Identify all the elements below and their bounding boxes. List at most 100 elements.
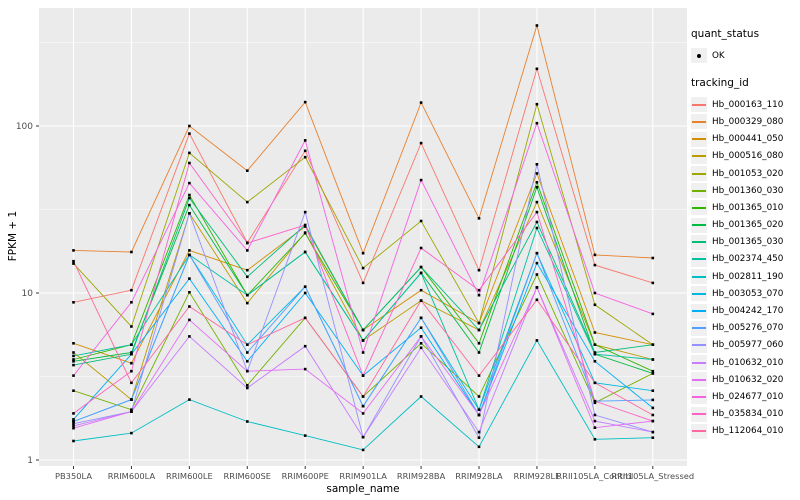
data-point — [188, 212, 191, 215]
data-point — [303, 155, 307, 159]
data-point — [246, 169, 249, 172]
data-point — [477, 445, 481, 449]
data-point — [593, 360, 597, 363]
data-point — [188, 196, 191, 200]
line-key-icon — [691, 97, 707, 113]
line-key-icon — [691, 286, 707, 302]
data-point — [419, 141, 423, 145]
data-point — [651, 389, 655, 392]
legend-item: Hb_024677_010 — [691, 388, 799, 405]
data-point — [535, 67, 539, 71]
data-point — [130, 325, 133, 328]
svg-text:RRIM901LA: RRIM901LA — [339, 471, 387, 481]
line-key-icon — [691, 389, 707, 405]
data-point — [303, 285, 307, 288]
data-point — [477, 413, 481, 417]
line-key-icon — [691, 355, 707, 371]
data-point — [246, 301, 249, 305]
legend-item-label: Hb_005276_070 — [712, 323, 784, 334]
data-point — [419, 395, 423, 398]
data-point — [188, 203, 191, 207]
data-point — [535, 261, 539, 265]
data-point — [130, 343, 133, 346]
data-point — [72, 342, 75, 345]
data-point — [419, 246, 423, 250]
line-key-icon — [691, 114, 707, 130]
data-point — [477, 217, 481, 220]
data-point — [130, 351, 133, 354]
data-point — [303, 210, 307, 214]
data-point — [130, 301, 133, 304]
data-point — [361, 266, 365, 270]
data-point — [651, 413, 655, 417]
data-point — [72, 412, 75, 415]
line-key-icon — [691, 406, 707, 422]
data-point — [361, 328, 365, 332]
legend-item: Hb_000329_080 — [691, 113, 799, 130]
legend-item-label: Hb_002374_450 — [712, 254, 784, 265]
data-point — [246, 369, 249, 373]
data-point — [419, 316, 423, 320]
x-axis-title: sample_name — [326, 483, 400, 495]
data-point — [651, 358, 655, 361]
legend-item: Hb_000163_110 — [691, 96, 799, 113]
data-point — [72, 418, 75, 421]
data-point — [593, 253, 597, 257]
svg-text:RRIM600LA: RRIM600LA — [108, 471, 156, 481]
data-point — [188, 277, 191, 280]
data-point — [477, 436, 481, 439]
data-point — [246, 275, 249, 279]
legend-item: Hb_000441_050 — [691, 131, 799, 148]
data-point — [535, 102, 539, 106]
data-point — [303, 223, 307, 227]
y-axis-ticks: 1 10 100 — [16, 122, 39, 466]
data-point — [72, 422, 75, 425]
legend-item-ok: OK — [691, 47, 799, 64]
data-point — [188, 132, 191, 135]
data-point — [651, 398, 655, 402]
data-point — [72, 363, 75, 367]
data-point — [419, 288, 423, 292]
data-point — [303, 434, 307, 437]
data-point — [593, 331, 597, 334]
line-key-icon — [691, 166, 707, 182]
data-point — [593, 401, 597, 405]
data-point — [72, 426, 75, 430]
data-point — [188, 318, 191, 322]
data-point — [72, 420, 75, 423]
data-point — [535, 181, 539, 184]
legend-item: Hb_001053_020 — [691, 165, 799, 182]
data-point — [246, 420, 249, 423]
data-point — [361, 351, 365, 354]
data-point — [535, 185, 539, 189]
data-point — [303, 316, 307, 320]
data-point — [246, 386, 249, 390]
svg-text:100: 100 — [16, 122, 33, 132]
data-point — [246, 200, 249, 204]
data-point — [72, 389, 75, 392]
data-point — [477, 342, 481, 345]
line-key-icon — [691, 131, 707, 147]
data-point — [188, 253, 191, 257]
data-point — [246, 268, 249, 272]
data-point — [535, 286, 539, 289]
data-point — [535, 163, 539, 166]
line-key-icon — [691, 183, 707, 199]
legend-item-label: Hb_112064_010 — [712, 426, 784, 437]
legend-item-label: Hb_003053_070 — [712, 288, 784, 299]
data-point — [535, 24, 539, 27]
data-point — [593, 263, 597, 267]
legend-item-label: OK — [712, 50, 725, 61]
data-point — [303, 139, 307, 142]
data-points — [72, 24, 655, 452]
data-point — [303, 231, 307, 235]
data-point — [130, 288, 133, 292]
svg-text:PB350LA: PB350LA — [55, 471, 92, 481]
data-point — [72, 249, 75, 252]
line-key-icon — [691, 423, 707, 439]
data-point — [651, 436, 655, 439]
line-key-icon — [691, 200, 707, 216]
legend-item: Hb_005977_060 — [691, 337, 799, 354]
data-point — [651, 406, 655, 410]
data-point — [72, 374, 75, 377]
